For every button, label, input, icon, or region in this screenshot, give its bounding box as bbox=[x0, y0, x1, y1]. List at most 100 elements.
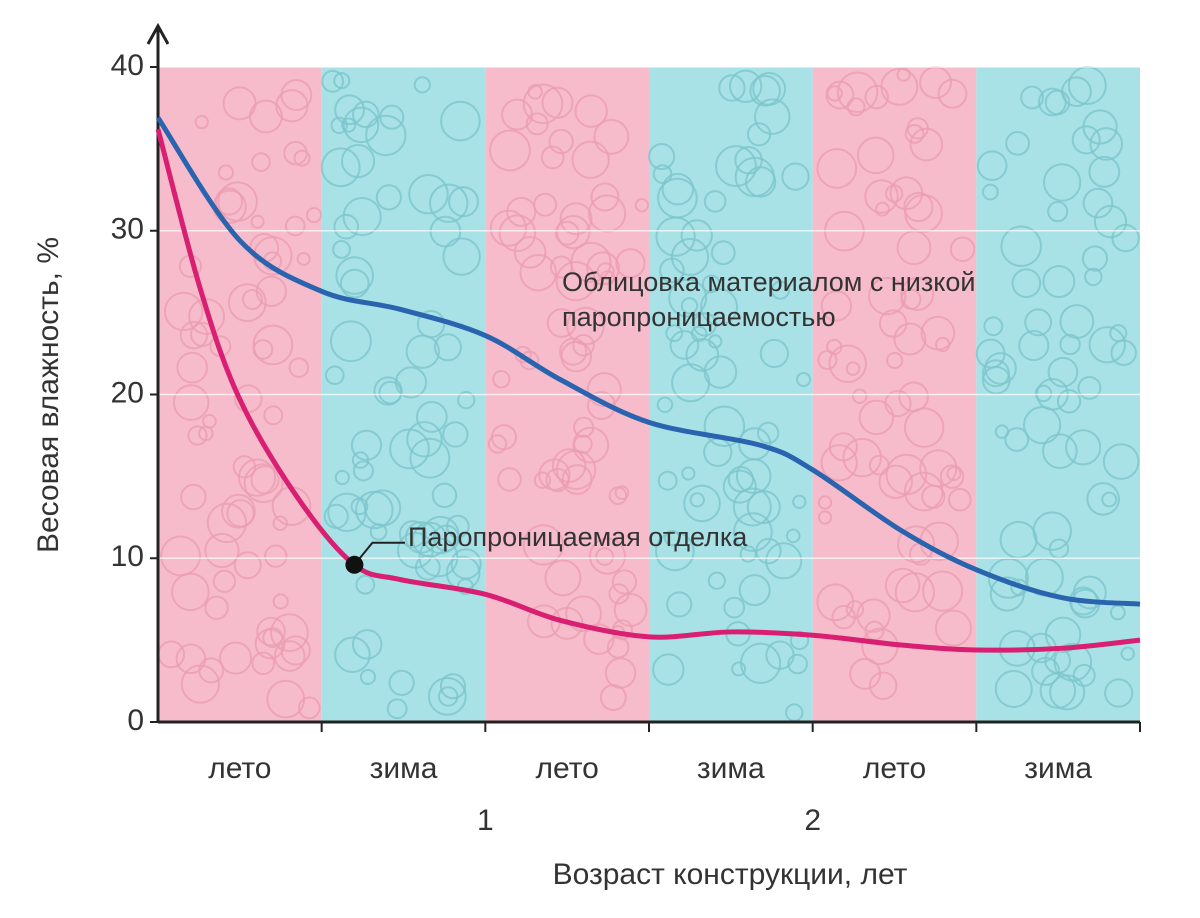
series-line bbox=[155, 128, 1141, 653]
bubble-decoration bbox=[885, 453, 928, 496]
bubble-decoration bbox=[1044, 89, 1071, 116]
bubble-decoration bbox=[903, 191, 934, 223]
bubble-decoration bbox=[488, 129, 531, 172]
bubble-decoration bbox=[904, 124, 925, 144]
bubble-decoration bbox=[1042, 163, 1082, 202]
bubble-decoration bbox=[689, 492, 705, 508]
bubble-decoration bbox=[615, 248, 646, 279]
bubble-decoration bbox=[321, 69, 345, 93]
bubble-decoration bbox=[904, 194, 943, 233]
bubble-decoration bbox=[894, 572, 935, 613]
bubble-decoration bbox=[596, 262, 615, 281]
bubble-decoration bbox=[756, 421, 780, 445]
series-line bbox=[155, 116, 1141, 607]
bubble-decoration bbox=[404, 521, 438, 554]
bubble-decoration bbox=[948, 487, 972, 512]
x-tick-label: 1 bbox=[477, 804, 494, 837]
bubble-decoration bbox=[981, 359, 1010, 388]
bubble-decoration bbox=[634, 198, 649, 213]
bubble-decoration bbox=[652, 653, 685, 686]
bubble-decoration bbox=[611, 569, 638, 595]
bubble-decoration bbox=[389, 428, 430, 470]
bubble-decoration bbox=[442, 421, 469, 448]
bubble-decoration bbox=[722, 469, 757, 504]
bubble-decoration bbox=[296, 251, 311, 266]
bubble-decoration bbox=[765, 542, 803, 580]
bubble-decoration bbox=[1088, 326, 1126, 364]
bubble-decoration bbox=[826, 85, 843, 102]
bubble-decoration bbox=[405, 334, 440, 369]
bubble-decoration bbox=[900, 277, 935, 311]
bubble-decoration bbox=[497, 467, 522, 492]
bubble-decoration bbox=[1032, 511, 1072, 551]
bubble-decoration bbox=[427, 676, 467, 716]
bubble-decoration bbox=[701, 274, 721, 294]
bubble-decoration bbox=[754, 98, 791, 135]
bubble-decoration bbox=[1042, 433, 1078, 469]
bubble-decoration bbox=[572, 333, 595, 357]
bubble-decoration bbox=[252, 324, 294, 366]
bubble-decoration bbox=[519, 350, 540, 371]
bubble-decoration bbox=[429, 183, 469, 223]
bubble-decoration bbox=[937, 78, 968, 109]
bubble-decoration bbox=[450, 548, 482, 580]
bubble-decoration bbox=[227, 283, 267, 323]
bubble-decoration bbox=[559, 337, 588, 366]
bubble-decoration bbox=[849, 657, 882, 690]
bubble-decoration bbox=[846, 97, 866, 117]
bubble-decoration bbox=[654, 531, 695, 572]
bubble-decoration bbox=[587, 194, 627, 233]
bubble-decoration bbox=[202, 413, 217, 429]
bubble-decoration bbox=[256, 616, 286, 647]
bubble-decoration bbox=[1005, 130, 1030, 156]
bubble-decoration bbox=[981, 183, 999, 201]
bubble-decoration bbox=[1072, 663, 1096, 687]
bubble-decoration bbox=[180, 483, 207, 511]
y-tick-label: 0 bbox=[127, 704, 144, 737]
bubble-decoration bbox=[341, 117, 357, 133]
bubble-decoration bbox=[1011, 268, 1042, 299]
bubble-decoration bbox=[254, 628, 286, 660]
bubble-decoration bbox=[413, 76, 431, 94]
bubble-decoration bbox=[886, 351, 904, 369]
series-annotation: Паропроницаемая отделка bbox=[408, 522, 748, 552]
bubble-decoration bbox=[506, 196, 537, 227]
bubble-decoration bbox=[334, 469, 350, 486]
season-label: зима bbox=[697, 752, 765, 785]
bubble-decoration bbox=[703, 405, 746, 448]
bubble-decoration bbox=[845, 600, 865, 619]
bubble-decoration bbox=[352, 460, 374, 482]
bubble-decoration bbox=[884, 389, 912, 418]
bubble-decoration bbox=[984, 352, 1017, 385]
bubble-decoration bbox=[175, 643, 207, 675]
bubble-decoration bbox=[733, 512, 773, 552]
x-axis-label: Возраст конструкции, лет bbox=[553, 858, 908, 891]
bubble-decoration bbox=[1089, 127, 1124, 161]
bubble-decoration bbox=[949, 236, 976, 263]
bubble-decoration bbox=[342, 197, 382, 237]
bubble-decoration bbox=[1101, 491, 1118, 508]
bubble-decoration bbox=[867, 276, 907, 316]
bubble-decoration bbox=[204, 595, 229, 620]
bubble-decoration bbox=[1109, 604, 1126, 621]
bubble-decoration bbox=[222, 86, 257, 121]
bubble-decoration bbox=[398, 520, 427, 548]
bubble-decoration bbox=[703, 190, 727, 213]
bubble-decoration bbox=[858, 399, 895, 436]
bubble-decoration bbox=[909, 127, 944, 162]
bubble-decoration bbox=[765, 640, 795, 670]
bubble-decoration bbox=[1077, 375, 1102, 400]
bubble-decoration bbox=[1034, 384, 1053, 403]
bubble-decoration bbox=[339, 268, 370, 299]
bubble-decoration bbox=[1093, 205, 1128, 239]
bubble-decoration bbox=[492, 370, 511, 389]
bubble-decoration bbox=[457, 390, 476, 410]
bubble-decoration bbox=[1072, 575, 1107, 610]
bubble-decoration bbox=[275, 89, 309, 123]
bubble-decoration bbox=[669, 330, 700, 360]
bubble-decoration bbox=[723, 596, 746, 619]
bubble-decoration bbox=[856, 598, 891, 633]
bubble-decoration bbox=[251, 651, 276, 676]
bubble-decoration bbox=[350, 429, 383, 461]
bubble-decoration bbox=[375, 184, 402, 211]
